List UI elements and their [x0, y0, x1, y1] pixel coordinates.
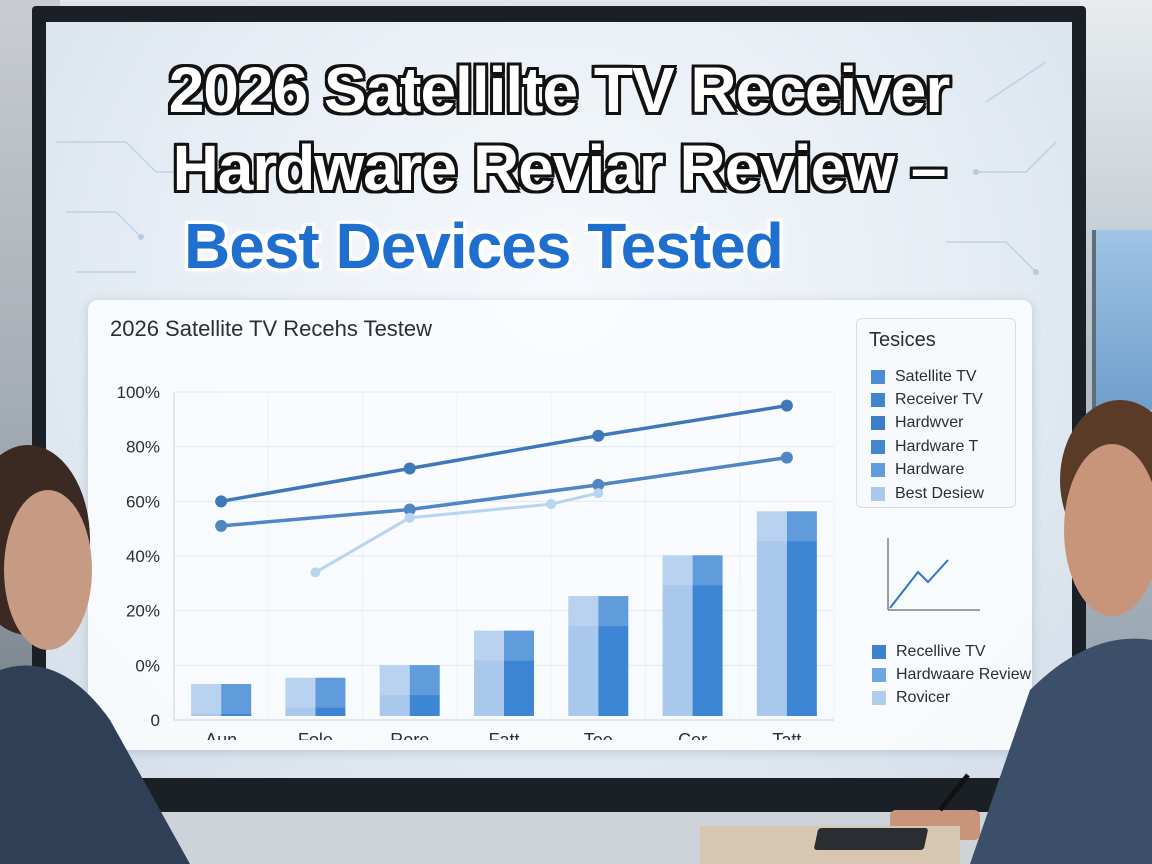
- legend-swatch: [871, 439, 885, 454]
- series-point: [593, 488, 604, 499]
- bar-dark: [504, 630, 534, 716]
- legend-item: Satellite TV: [871, 365, 984, 388]
- chart-panel: 2026 Satellite TV Recehs Testew 100% 80% 6…: [88, 300, 1032, 750]
- circuit-pattern: [56, 61, 1057, 275]
- secondary-legend-item: Hardwaare Review: [872, 663, 1031, 686]
- slide: 2026 Satellilte TV Receiver Hardware Rev…: [46, 22, 1072, 778]
- series-point: [546, 499, 557, 510]
- legend-label: Hardware: [895, 461, 965, 479]
- bar-dark: [692, 555, 723, 716]
- bar-dark: [221, 684, 252, 716]
- legend-item: Hardware: [871, 459, 984, 482]
- legend-label: Receiver TV: [895, 391, 983, 409]
- bar-light: [285, 677, 316, 716]
- legend-label: Hardwver: [895, 414, 964, 432]
- bar-dark: [786, 511, 817, 716]
- x-tick-label: Tatt: [772, 730, 801, 740]
- legend: Tesices Satellite TV Receiver TV Hardwver H…: [856, 318, 1016, 508]
- bar-highlight: [191, 684, 252, 715]
- y-tick-label: 60%: [126, 492, 160, 511]
- series-point: [215, 519, 228, 532]
- bar-highlight: [474, 630, 534, 661]
- bar-dark: [598, 596, 629, 716]
- bar-dark: [315, 677, 346, 716]
- audience-person-left: [0, 445, 190, 864]
- y-tick-label: 0: [151, 711, 160, 730]
- x-tick-label: Tee: [584, 730, 613, 740]
- mini-line-chart-icon: [887, 538, 980, 611]
- legend-swatch: [871, 393, 885, 408]
- x-tick-label: Aun: [205, 730, 237, 740]
- x-tick-label: Cer: [678, 730, 707, 740]
- legend-label: Recellive TV: [896, 642, 986, 660]
- series-point: [215, 495, 228, 508]
- secondary-legend: Recellive TV Hardwaare Review Rovicer: [872, 640, 1031, 710]
- bar-light: [379, 665, 410, 716]
- legend-item: Hardware T: [871, 435, 984, 458]
- bar-dark: [409, 665, 440, 716]
- x-tick-label: Fatt: [488, 730, 519, 740]
- series-point: [404, 512, 415, 523]
- legend-swatch: [872, 644, 886, 659]
- bar-line-chart: 100% 80% 60% 40% 20% 0% 0 Aun Fole Rore Fatt Tee Cer…: [117, 383, 835, 740]
- legend-label: Best Desiew: [895, 484, 984, 502]
- series-line: [314, 491, 599, 574]
- bar-light: [474, 630, 504, 716]
- y-tick-label: 40%: [126, 547, 160, 566]
- secondary-legend-item: Recellive TV: [872, 640, 1031, 663]
- y-tick-label: 20%: [126, 602, 160, 621]
- legend-swatch: [872, 691, 886, 706]
- bar-highlight: [568, 596, 629, 627]
- legend-swatch: [871, 369, 885, 384]
- bar-highlight: [379, 665, 440, 696]
- legend-label: Rovicer: [896, 689, 951, 707]
- headline-line-3: Best Devices Tested: [184, 210, 784, 282]
- bar-light: [191, 684, 222, 716]
- series-point: [780, 399, 793, 412]
- office-window: [1092, 230, 1152, 410]
- legend-item: Best Desiew: [871, 482, 984, 505]
- legend-swatch: [871, 486, 885, 501]
- legend-list: Satellite TV Receiver TV Hardwver Hardware …: [871, 365, 984, 505]
- series-point: [592, 478, 605, 491]
- legend-title: Tesices: [869, 329, 936, 351]
- bar-light: [662, 555, 693, 716]
- chart-title: 2026 Satellite TV Recehs Testew: [110, 316, 433, 341]
- x-tick-label: Rore: [390, 730, 429, 740]
- y-tick-label: 0%: [135, 656, 160, 675]
- secondary-legend-item: Rovicer: [872, 687, 1031, 710]
- legend-item: Hardwver: [871, 412, 984, 435]
- headline-line-1: 2026 Satellilte TV Receiver: [168, 54, 951, 126]
- legend-item: Receiver TV: [871, 388, 984, 411]
- headline-line-2: Hardware Reviar Review –: [172, 132, 947, 204]
- bar-highlight: [756, 511, 817, 542]
- legend-swatch: [871, 463, 885, 478]
- legend-swatch: [872, 668, 886, 683]
- series-point: [592, 429, 605, 442]
- series-point: [403, 503, 416, 516]
- audience-person-right: [890, 400, 1152, 864]
- keyboard: [813, 828, 929, 850]
- series-point: [780, 451, 793, 464]
- bar-light: [568, 596, 599, 716]
- series-line: [220, 403, 788, 504]
- legend-swatch: [871, 416, 885, 431]
- x-tick-label: Fole: [298, 730, 333, 740]
- series-point: [310, 567, 321, 578]
- bar-highlight: [285, 677, 346, 708]
- y-tick-label: 80%: [126, 438, 160, 457]
- bar-highlight: [662, 555, 723, 586]
- series-point: [403, 462, 416, 475]
- y-tick-label: 100%: [117, 383, 160, 402]
- legend-label: Hardware T: [895, 437, 979, 455]
- legend-label: Hardwaare Review: [896, 666, 1032, 684]
- bar-light: [756, 511, 787, 716]
- series-line: [220, 455, 788, 528]
- legend-label: Satellite TV: [895, 367, 977, 385]
